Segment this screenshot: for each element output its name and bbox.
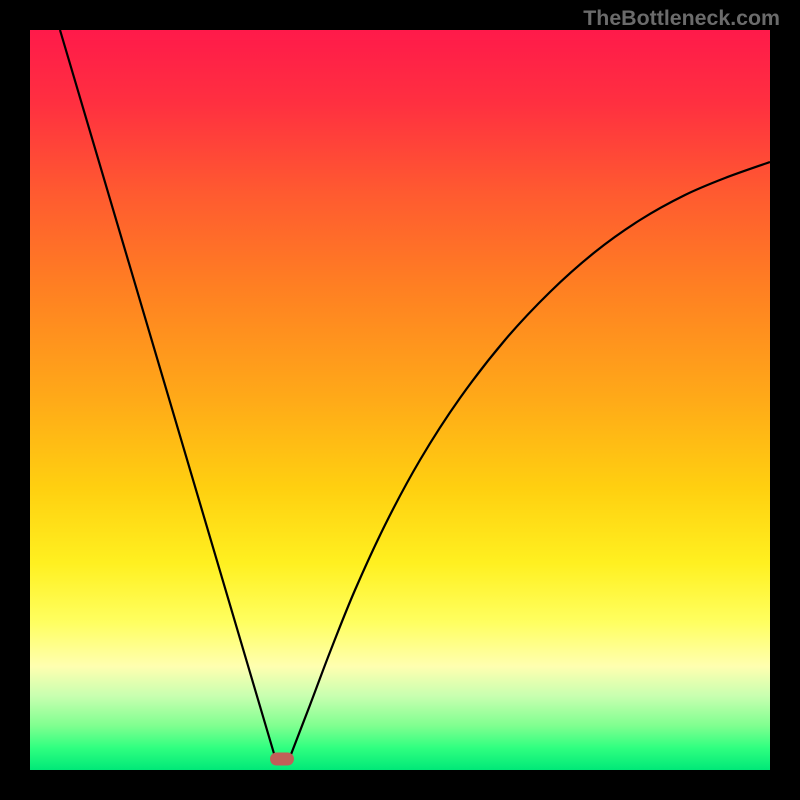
plot-area (30, 30, 770, 770)
bottleneck-curve (30, 30, 770, 770)
curve-left-branch (60, 30, 275, 757)
chart-container: TheBottleneck.com (0, 0, 800, 800)
plot-frame (0, 0, 800, 800)
watermark-text: TheBottleneck.com (583, 6, 780, 31)
curve-right-branch (290, 162, 770, 757)
optimum-marker (270, 753, 294, 766)
